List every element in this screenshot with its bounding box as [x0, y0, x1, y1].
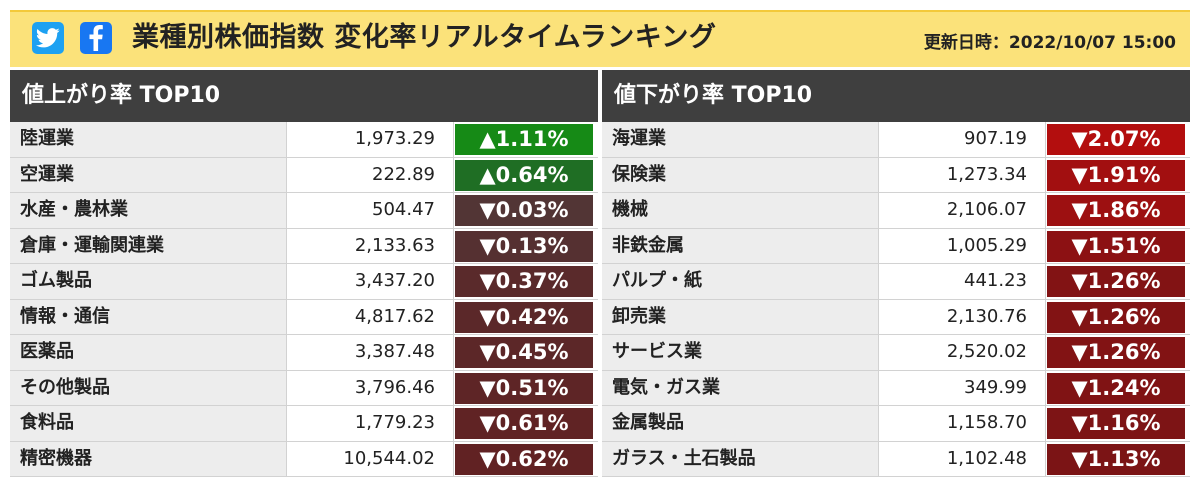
- table-row: 海運業 907.19 ▼2.07%: [602, 122, 1190, 158]
- sector-name: ゴム製品: [10, 264, 287, 299]
- table-row: 食料品 1,779.23 ▼0.61%: [10, 406, 598, 442]
- index-value: 3,387.48: [287, 335, 454, 370]
- sector-name: 精密機器: [10, 441, 287, 476]
- sector-name: 倉庫・運輸関連業: [10, 228, 287, 263]
- facebook-share-button[interactable]: [80, 22, 112, 54]
- table-row: パルプ・紙 441.23 ▼1.26%: [602, 264, 1190, 300]
- losers-title: 値下がり率 TOP10: [602, 70, 1190, 122]
- change-badge: ▼1.91%: [1047, 159, 1185, 191]
- index-value: 2,133.63: [287, 228, 454, 263]
- change-badge: ▼1.51%: [1047, 230, 1185, 262]
- table-row: 情報・通信 4,817.62 ▼0.42%: [10, 299, 598, 335]
- sector-name: その他製品: [10, 370, 287, 405]
- index-value: 907.19: [879, 122, 1046, 157]
- index-value: 1,779.23: [287, 406, 454, 441]
- table-row: 非鉄金属 1,005.29 ▼1.51%: [602, 228, 1190, 264]
- losers-table: 海運業 907.19 ▼2.07% 保険業 1,273.34 ▼1.91% 機械 2,106.…: [602, 122, 1190, 477]
- change-badge: ▼0.62%: [455, 443, 593, 475]
- updated-timestamp: 更新日時：2022/10/07 15:00: [923, 33, 1176, 53]
- change-badge: ▼0.13%: [455, 230, 593, 262]
- table-row: サービス業 2,520.02 ▼1.26%: [602, 335, 1190, 371]
- sector-name: サービス業: [602, 335, 879, 370]
- sector-name: 水産・農林業: [10, 193, 287, 228]
- sector-name: 電気・ガス業: [602, 370, 879, 405]
- sector-name: 機械: [602, 193, 879, 228]
- table-row: 電気・ガス業 349.99 ▼1.24%: [602, 370, 1190, 406]
- change-badge: ▼0.03%: [455, 195, 593, 226]
- sector-name: 非鉄金属: [602, 228, 879, 263]
- table-row: 精密機器 10,544.02 ▼0.62%: [10, 441, 598, 477]
- change-badge: ▼2.07%: [1047, 124, 1185, 155]
- table-row: 卸売業 2,130.76 ▼1.26%: [602, 299, 1190, 335]
- index-value: 2,130.76: [879, 299, 1046, 334]
- gainers-panel: 値上がり率 TOP10 陸運業 1,973.29 ▲1.11% 空運業 222.89 ▲0…: [10, 70, 598, 477]
- change-badge: ▲0.64%: [455, 159, 593, 191]
- change-badge: ▼0.37%: [455, 266, 593, 297]
- sector-name: 海運業: [602, 122, 879, 157]
- change-badge: ▼1.16%: [1047, 408, 1185, 439]
- index-value: 10,544.02: [287, 441, 454, 476]
- page-title: 業種別株価指数 変化率リアルタイムランキング: [132, 22, 717, 53]
- change-badge: ▼1.26%: [1047, 337, 1185, 368]
- index-value: 1,158.70: [879, 406, 1046, 441]
- twitter-icon: [36, 28, 60, 48]
- index-value: 1,273.34: [879, 157, 1046, 192]
- index-value: 504.47: [287, 193, 454, 228]
- index-value: 1,005.29: [879, 228, 1046, 263]
- table-row: 保険業 1,273.34 ▼1.91%: [602, 157, 1190, 193]
- change-badge: ▼0.61%: [455, 408, 593, 439]
- losers-panel: 値下がり率 TOP10 海運業 907.19 ▼2.07% 保険業 1,273.34 ▼1…: [602, 70, 1190, 477]
- index-value: 3,437.20: [287, 264, 454, 299]
- table-row: ガラス・土石製品 1,102.48 ▼1.13%: [602, 441, 1190, 477]
- change-badge: ▼1.86%: [1047, 195, 1185, 226]
- change-badge: ▼0.42%: [455, 301, 593, 333]
- index-value: 441.23: [879, 264, 1046, 299]
- sector-name: 卸売業: [602, 299, 879, 334]
- sector-name: パルプ・紙: [602, 264, 879, 299]
- table-row: 医薬品 3,387.48 ▼0.45%: [10, 335, 598, 371]
- change-badge: ▼1.13%: [1047, 443, 1185, 475]
- sector-name: 陸運業: [10, 122, 287, 157]
- facebook-icon: [89, 25, 103, 51]
- sector-name: 食料品: [10, 406, 287, 441]
- table-row: 金属製品 1,158.70 ▼1.16%: [602, 406, 1190, 442]
- index-value: 1,102.48: [879, 441, 1046, 476]
- index-value: 2,520.02: [879, 335, 1046, 370]
- header-bar: 業種別株価指数 変化率リアルタイムランキング 更新日時：2022/10/07 1…: [10, 10, 1190, 67]
- change-badge: ▼1.26%: [1047, 301, 1185, 333]
- twitter-share-button[interactable]: [32, 22, 64, 54]
- change-badge: ▼0.51%: [455, 372, 593, 404]
- sector-name: 保険業: [602, 157, 879, 192]
- index-value: 1,973.29: [287, 122, 454, 157]
- change-badge: ▼1.26%: [1047, 266, 1185, 297]
- table-row: ゴム製品 3,437.20 ▼0.37%: [10, 264, 598, 300]
- table-row: 水産・農林業 504.47 ▼0.03%: [10, 193, 598, 229]
- index-value: 2,106.07: [879, 193, 1046, 228]
- sector-name: 医薬品: [10, 335, 287, 370]
- gainers-table: 陸運業 1,973.29 ▲1.11% 空運業 222.89 ▲0.64% 水産・農林業 50…: [10, 122, 598, 477]
- table-row: 陸運業 1,973.29 ▲1.11%: [10, 122, 598, 158]
- sector-name: ガラス・土石製品: [602, 441, 879, 476]
- table-row: 倉庫・運輸関連業 2,133.63 ▼0.13%: [10, 228, 598, 264]
- index-value: 3,796.46: [287, 370, 454, 405]
- gainers-title: 値上がり率 TOP10: [10, 70, 598, 122]
- table-row: その他製品 3,796.46 ▼0.51%: [10, 370, 598, 406]
- sector-name: 情報・通信: [10, 299, 287, 334]
- index-value: 349.99: [879, 370, 1046, 405]
- index-value: 222.89: [287, 157, 454, 192]
- index-value: 4,817.62: [287, 299, 454, 334]
- table-row: 空運業 222.89 ▲0.64%: [10, 157, 598, 193]
- change-badge: ▲1.11%: [455, 124, 593, 155]
- change-badge: ▼0.45%: [455, 337, 593, 368]
- table-row: 機械 2,106.07 ▼1.86%: [602, 193, 1190, 229]
- change-badge: ▼1.24%: [1047, 372, 1185, 404]
- sector-name: 空運業: [10, 157, 287, 192]
- sector-name: 金属製品: [602, 406, 879, 441]
